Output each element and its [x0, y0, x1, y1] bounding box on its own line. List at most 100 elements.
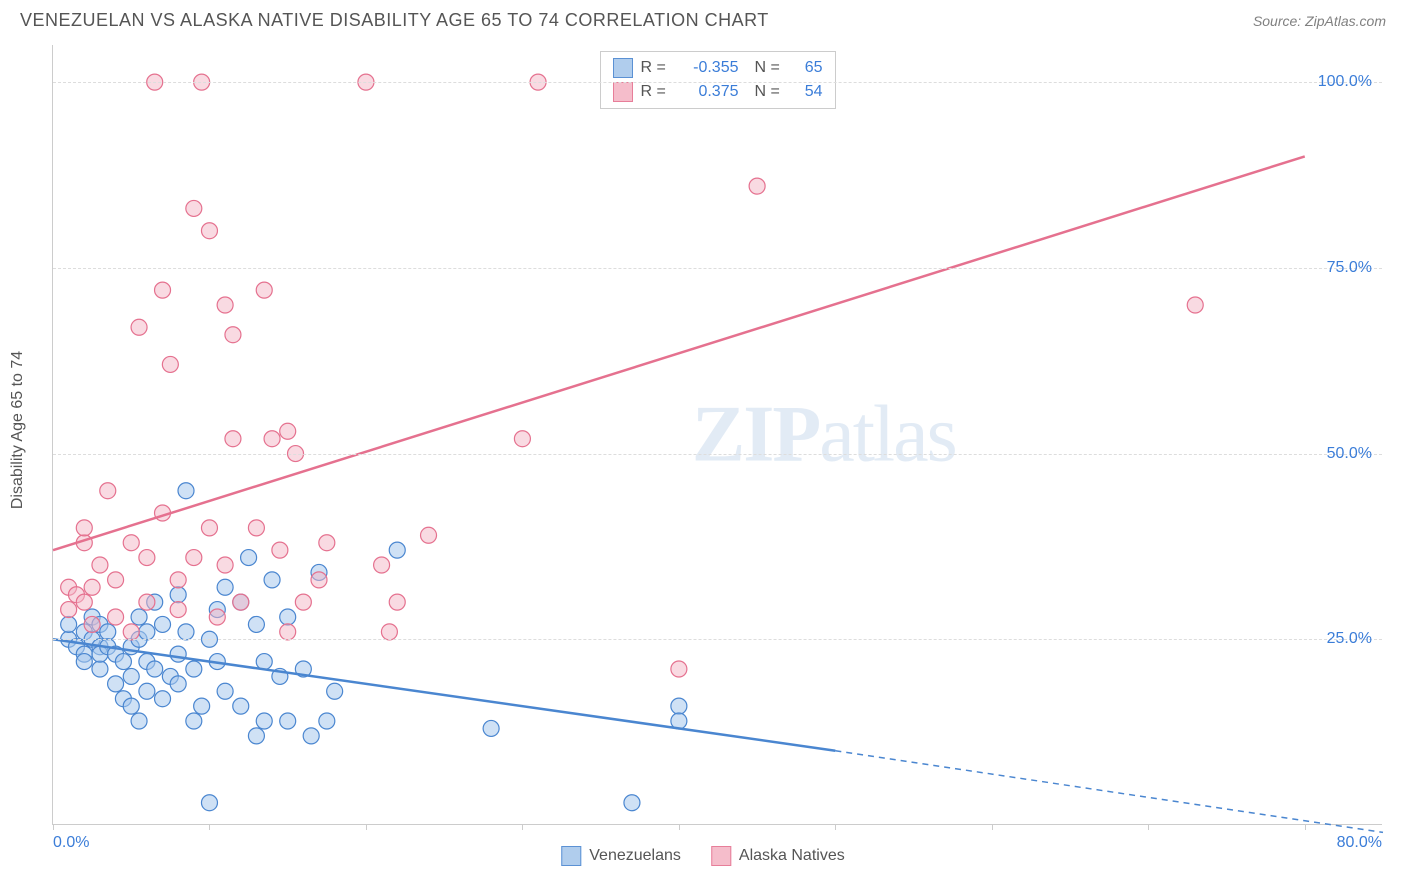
scatter-point [248, 520, 264, 536]
grid-line [53, 639, 1382, 640]
x-tick [835, 824, 836, 830]
scatter-point [131, 713, 147, 729]
scatter-point [303, 728, 319, 744]
scatter-point [264, 431, 280, 447]
scatter-point [327, 683, 343, 699]
scatter-point [671, 661, 687, 677]
scatter-point [421, 527, 437, 543]
y-tick-label: 100.0% [1318, 73, 1372, 91]
scatter-point [319, 713, 335, 729]
trend-line [53, 639, 835, 750]
x-tick [679, 824, 680, 830]
scatter-point [233, 698, 249, 714]
scatter-point [374, 557, 390, 573]
trend-line [53, 156, 1305, 550]
scatter-point [319, 535, 335, 551]
scatter-svg [53, 45, 1382, 824]
legend-series-label: Venezuelans [589, 847, 681, 865]
scatter-point [162, 356, 178, 372]
scatter-point [256, 282, 272, 298]
chart-plot-area: ZIPatlas R =-0.355N =65R =0.375N =54 25.… [52, 45, 1382, 825]
chart-title: VENEZUELAN VS ALASKA NATIVE DISABILITY A… [20, 10, 769, 31]
scatter-point [225, 431, 241, 447]
scatter-point [123, 698, 139, 714]
scatter-point [84, 579, 100, 595]
scatter-point [76, 520, 92, 536]
scatter-point [131, 609, 147, 625]
scatter-point [123, 624, 139, 640]
scatter-point [108, 676, 124, 692]
scatter-point [155, 282, 171, 298]
grid-line [53, 454, 1382, 455]
scatter-point [389, 594, 405, 610]
scatter-point [241, 550, 257, 566]
scatter-point [280, 423, 296, 439]
source-label: Source: ZipAtlas.com [1253, 13, 1386, 29]
legend-series-item: Venezuelans [561, 846, 681, 866]
legend-swatch [561, 846, 581, 866]
scatter-point [170, 572, 186, 588]
legend-correlation-row: R =-0.355N =65 [613, 56, 823, 80]
scatter-point [115, 654, 131, 670]
y-axis-label: Disability Age 65 to 74 [9, 351, 27, 509]
scatter-point [749, 178, 765, 194]
scatter-point [131, 319, 147, 335]
scatter-point [280, 609, 296, 625]
scatter-point [100, 483, 116, 499]
legend-r-label: R = [641, 83, 671, 101]
scatter-point [248, 728, 264, 744]
scatter-point [248, 616, 264, 632]
scatter-point [139, 550, 155, 566]
scatter-point [84, 616, 100, 632]
scatter-point [264, 572, 280, 588]
y-tick-label: 50.0% [1327, 445, 1372, 463]
y-tick-label: 75.0% [1327, 259, 1372, 277]
legend-n-label: N = [755, 83, 785, 101]
scatter-point [170, 602, 186, 618]
legend-correlation-row: R =0.375N =54 [613, 80, 823, 104]
legend-n-label: N = [755, 59, 785, 77]
scatter-point [671, 698, 687, 714]
scatter-point [186, 661, 202, 677]
scatter-point [155, 691, 171, 707]
scatter-point [139, 683, 155, 699]
legend-n-value: 54 [793, 83, 823, 101]
grid-line [53, 82, 1382, 83]
x-tick [1148, 824, 1149, 830]
scatter-point [256, 654, 272, 670]
x-tick [209, 824, 210, 830]
grid-line [53, 268, 1382, 269]
scatter-point [76, 594, 92, 610]
x-right-label: 80.0% [1337, 834, 1382, 852]
chart-header: VENEZUELAN VS ALASKA NATIVE DISABILITY A… [0, 0, 1406, 37]
scatter-point [178, 624, 194, 640]
legend-n-value: 65 [793, 59, 823, 77]
scatter-point [201, 520, 217, 536]
x-tick [522, 824, 523, 830]
scatter-point [295, 594, 311, 610]
x-tick [992, 824, 993, 830]
legend-correlation: R =-0.355N =65R =0.375N =54 [600, 51, 836, 109]
legend-swatch [613, 82, 633, 102]
legend-series-item: Alaska Natives [711, 846, 845, 866]
scatter-point [100, 624, 116, 640]
trend-line-dashed [835, 751, 1383, 833]
scatter-point [311, 572, 327, 588]
scatter-point [170, 646, 186, 662]
scatter-point [280, 624, 296, 640]
scatter-point [624, 795, 640, 811]
scatter-point [61, 616, 77, 632]
x-tick [366, 824, 367, 830]
scatter-point [217, 557, 233, 573]
y-tick-label: 25.0% [1327, 630, 1372, 648]
scatter-point [108, 572, 124, 588]
scatter-point [217, 683, 233, 699]
scatter-point [92, 661, 108, 677]
scatter-point [1187, 297, 1203, 313]
scatter-point [170, 587, 186, 603]
scatter-point [514, 431, 530, 447]
scatter-point [217, 297, 233, 313]
scatter-point [201, 223, 217, 239]
scatter-point [194, 698, 210, 714]
legend-r-value: -0.355 [679, 59, 739, 77]
